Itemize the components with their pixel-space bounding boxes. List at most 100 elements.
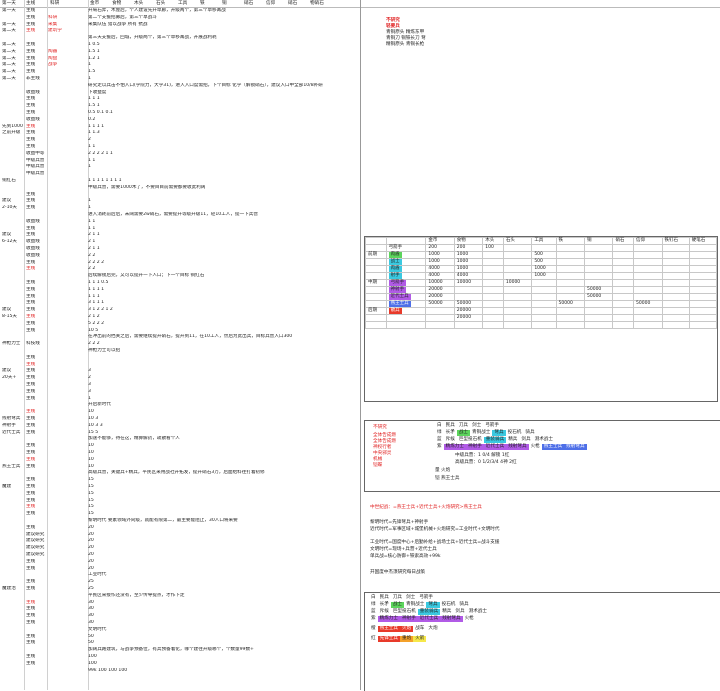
note-cell[interactable]: 1 1 1: [88, 293, 100, 299]
tech-cell[interactable]: [48, 443, 88, 449]
unit-table-cell[interactable]: [633, 314, 663, 322]
day-cell[interactable]: [2, 634, 24, 640]
header-cell[interactable]: 工具: [178, 1, 188, 6]
line-cell[interactable]: 主线: [26, 55, 36, 61]
note-cell[interactable]: 1 1: [88, 144, 96, 149]
day-cell[interactable]: 第二天: [2, 76, 16, 81]
unit-table-cell[interactable]: [531, 279, 557, 287]
line-cell[interactable]: 主线: [26, 300, 36, 306]
note-cell[interactable]: 10: [88, 456, 94, 462]
tech-cell[interactable]: [48, 226, 88, 232]
tech-cell[interactable]: [48, 661, 88, 667]
day-cell[interactable]: [2, 158, 24, 164]
tech-cell[interactable]: [48, 273, 88, 279]
note-cell[interactable]: 1 1: [88, 225, 96, 231]
line-cell[interactable]: 主线: [26, 490, 36, 496]
unit-table-cell[interactable]: [555, 286, 585, 294]
header-cell[interactable]: 主线: [26, 1, 36, 6]
tech-cell[interactable]: [48, 253, 88, 259]
unit-table-cell[interactable]: [502, 286, 533, 294]
tech-cell[interactable]: [48, 375, 88, 381]
unit-table-cell[interactable]: [661, 279, 690, 287]
day-cell[interactable]: 第二天: [2, 48, 16, 54]
tech-cell[interactable]: [48, 35, 88, 41]
note-cell[interactable]: 10: [88, 409, 94, 415]
note-cell[interactable]: 15: [88, 490, 94, 496]
note-cell[interactable]: 1.5 1: [88, 103, 100, 109]
unit-table-cell[interactable]: [482, 314, 504, 322]
day-cell[interactable]: [2, 348, 24, 354]
unit-table-header[interactable]: 食物: [453, 237, 484, 245]
line-cell[interactable]: 收益线: [26, 252, 40, 258]
unit-table-cell[interactable]: [583, 258, 614, 266]
tech-cell[interactable]: [48, 158, 88, 164]
tech-cell[interactable]: [48, 300, 88, 306]
day-cell[interactable]: 第二天: [2, 55, 16, 61]
tech-cell[interactable]: [48, 83, 88, 89]
unit-table-cell[interactable]: [531, 300, 557, 308]
line-cell[interactable]: [26, 334, 48, 340]
tech-cell[interactable]: [48, 593, 88, 599]
note-cell[interactable]: 1.5 1: [88, 48, 100, 54]
line-cell[interactable]: 主线: [26, 137, 36, 143]
day-cell[interactable]: [2, 83, 24, 89]
day-cell[interactable]: [2, 498, 24, 504]
unit-table-cell[interactable]: [425, 307, 455, 315]
tech-cell[interactable]: [48, 341, 88, 347]
day-cell[interactable]: [2, 627, 24, 633]
note-cell[interactable]: 20: [88, 552, 94, 557]
note-cell[interactable]: 3: [88, 368, 91, 374]
note-cell[interactable]: 1: [88, 205, 91, 211]
note-cell[interactable]: 100: [88, 660, 97, 666]
day-cell[interactable]: 第一天: [2, 21, 16, 27]
line-cell[interactable]: 建议研究: [26, 552, 45, 557]
note-cell[interactable]: 20: [88, 545, 94, 551]
tech-cell[interactable]: [48, 192, 88, 198]
note-cell[interactable]: 平民区采接作还没有，至少传导提点，才作下走: [88, 592, 185, 598]
header-cell[interactable]: 物硝石: [310, 1, 324, 6]
tech-cell[interactable]: [48, 117, 88, 123]
note-cell[interactable]: 3 1 1 1: [88, 300, 105, 306]
unit-table-cell[interactable]: [633, 272, 663, 280]
day-cell[interactable]: 第二天: [2, 69, 16, 75]
day-cell[interactable]: [2, 654, 24, 660]
header-cell[interactable]: 硝石: [288, 1, 298, 6]
unit-table-cell[interactable]: 后期: [365, 307, 387, 315]
day-cell[interactable]: [2, 572, 24, 578]
unit-table-header[interactable]: 铜: [583, 237, 614, 245]
line-cell[interactable]: 主线: [26, 565, 36, 571]
unit-table-cell[interactable]: [531, 307, 557, 315]
unit-table-cell[interactable]: [365, 300, 387, 308]
unit-table-cell[interactable]: [502, 307, 533, 315]
line-cell[interactable]: 科技线: [26, 341, 40, 347]
line-cell[interactable]: 收益线: [26, 218, 40, 224]
day-cell[interactable]: [2, 436, 24, 442]
note-cell[interactable]: 10: [88, 463, 94, 469]
tech-cell[interactable]: [48, 382, 88, 388]
day-cell[interactable]: [2, 606, 24, 612]
line-cell[interactable]: 主线: [26, 62, 36, 68]
line-cell[interactable]: 收益线: [26, 116, 40, 122]
unit-table-cell[interactable]: 中期: [365, 279, 387, 287]
tech-cell[interactable]: [48, 90, 88, 96]
line-cell[interactable]: 主线: [26, 606, 36, 612]
unit-table-cell[interactable]: 1000: [453, 265, 484, 273]
day-cell[interactable]: [2, 457, 24, 463]
day-cell[interactable]: 第二天: [2, 42, 16, 47]
header-cell[interactable]: 第一天: [2, 1, 16, 6]
unit-table-cell[interactable]: [661, 244, 690, 252]
line-cell[interactable]: 主线: [26, 280, 36, 285]
unit-table-cell[interactable]: [385, 314, 427, 322]
day-cell[interactable]: [2, 96, 24, 102]
note-cell[interactable]: 2 1 1: [88, 246, 100, 251]
line-cell[interactable]: 主线: [26, 307, 36, 313]
unit-table-cell[interactable]: [583, 272, 614, 280]
tech-cell[interactable]: [48, 559, 88, 565]
tech-cell[interactable]: [48, 76, 88, 82]
unit-table-cell[interactable]: [555, 244, 585, 252]
unit-table-cell[interactable]: 200: [453, 244, 484, 252]
note-cell[interactable]: 1.5: [88, 69, 96, 75]
note-cell[interactable]: 1: [88, 76, 91, 81]
header-cell[interactable]: 木头: [134, 1, 144, 6]
unit-table-cell[interactable]: [688, 321, 718, 329]
